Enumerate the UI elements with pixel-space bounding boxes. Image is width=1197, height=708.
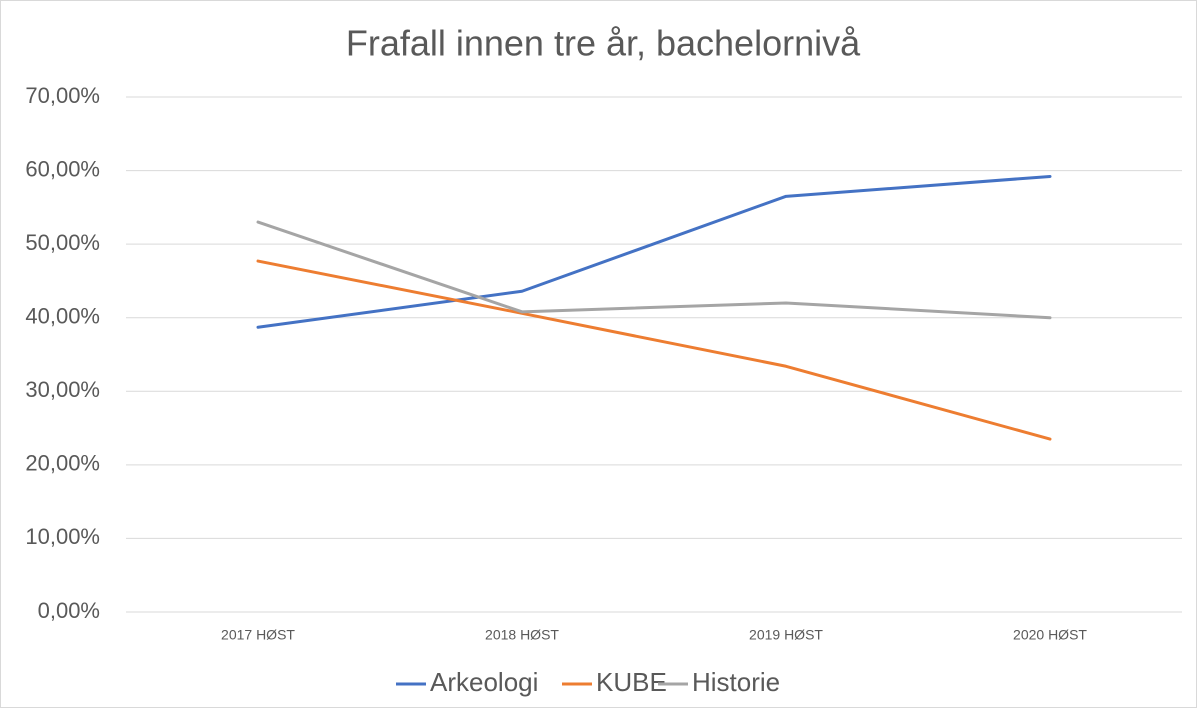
x-tick-label: 2018 HØST [485, 627, 559, 643]
y-tick-label: 20,00% [25, 451, 100, 476]
y-tick-label: 60,00% [25, 156, 100, 181]
legend-label: Arkeologi [430, 667, 538, 697]
x-tick-label: 2019 HØST [749, 627, 823, 643]
legend-label: Historie [692, 667, 780, 697]
y-tick-label: 40,00% [25, 304, 100, 329]
series-line [256, 174, 1052, 329]
series-line [256, 220, 1052, 320]
y-tick-label: 10,00% [25, 524, 100, 549]
legend-label: KUBE [596, 667, 667, 697]
series-line [256, 259, 1052, 441]
x-tick-label: 2020 HØST [1013, 627, 1087, 643]
x-tick-label: 2017 HØST [221, 627, 295, 643]
y-tick-label: 70,00% [25, 83, 100, 108]
y-tick-label: 0,00% [38, 598, 100, 623]
chart-title: Frafall innen tre år, bachelornivå [346, 23, 861, 64]
y-tick-label: 30,00% [25, 377, 100, 402]
y-tick-label: 50,00% [25, 230, 100, 255]
